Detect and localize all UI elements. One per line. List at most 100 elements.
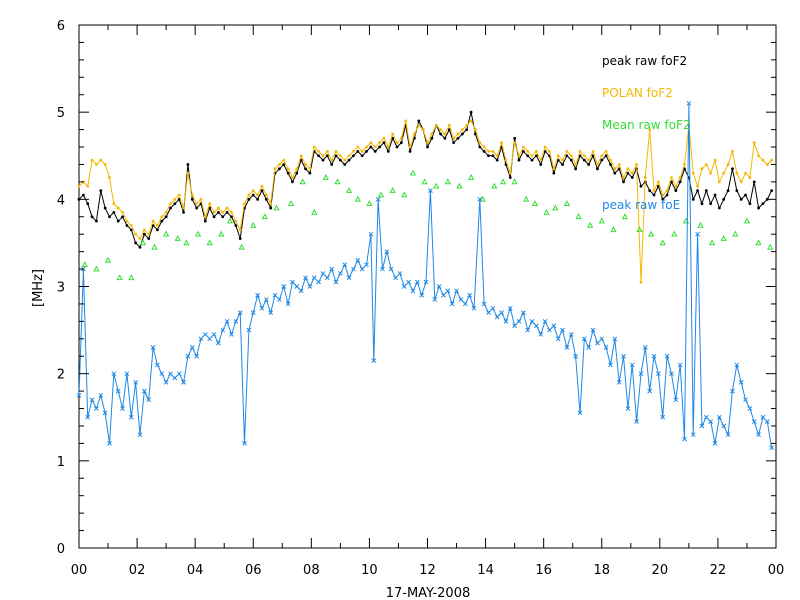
data-point xyxy=(221,211,225,214)
data-point xyxy=(264,197,268,201)
data-point xyxy=(609,163,612,166)
data-point xyxy=(360,154,364,158)
data-point xyxy=(134,232,138,236)
data-point xyxy=(125,224,129,227)
data-point xyxy=(732,230,739,237)
data-point xyxy=(721,423,727,429)
data-point xyxy=(586,221,594,228)
x-tick-label: 20 xyxy=(652,563,669,578)
data-point xyxy=(547,327,552,333)
data-point xyxy=(443,136,447,140)
data-point xyxy=(169,202,172,206)
data-point xyxy=(233,319,239,324)
data-point xyxy=(89,397,95,403)
data-point xyxy=(555,336,561,342)
data-point xyxy=(250,310,256,316)
data-point xyxy=(586,345,592,350)
data-point xyxy=(304,163,307,166)
data-point xyxy=(260,189,264,193)
data-point xyxy=(613,171,617,175)
data-point xyxy=(616,380,622,385)
data-point xyxy=(369,141,373,145)
legend-entry: Mean raw foF2 xyxy=(602,118,691,132)
data-point xyxy=(565,149,569,153)
data-point xyxy=(767,243,774,250)
data-point xyxy=(460,128,464,132)
data-point xyxy=(355,257,361,263)
data-point xyxy=(393,275,398,281)
data-point xyxy=(386,145,390,149)
data-point xyxy=(115,388,121,394)
data-point xyxy=(508,171,512,175)
x-tick-label: 14 xyxy=(477,563,494,578)
data-point xyxy=(159,371,165,377)
data-point xyxy=(539,158,543,162)
data-point xyxy=(731,149,734,153)
data-point xyxy=(725,432,731,438)
data-point xyxy=(173,202,177,206)
y-tick-label: 0 xyxy=(57,542,65,557)
data-point xyxy=(487,149,490,153)
data-point xyxy=(738,380,744,385)
data-point xyxy=(334,149,338,153)
data-point xyxy=(612,336,618,342)
data-point xyxy=(212,215,216,219)
data-point xyxy=(369,145,373,149)
data-point xyxy=(163,380,169,385)
data-point xyxy=(770,189,774,193)
data-point xyxy=(648,128,652,132)
data-point xyxy=(406,279,411,285)
data-point xyxy=(377,191,385,198)
data-point xyxy=(141,388,147,394)
data-point xyxy=(639,184,643,188)
data-point xyxy=(247,193,251,197)
data-point xyxy=(220,327,226,333)
data-point xyxy=(421,178,428,185)
data-point xyxy=(530,154,534,158)
data-point xyxy=(86,184,90,188)
data-point xyxy=(359,266,365,272)
data-point xyxy=(610,226,617,233)
data-point xyxy=(282,163,286,166)
data-point xyxy=(604,154,608,158)
data-point xyxy=(569,158,573,162)
data-point xyxy=(634,419,639,424)
data-point xyxy=(443,132,447,136)
data-point xyxy=(311,208,318,215)
data-point xyxy=(351,266,356,272)
data-point xyxy=(121,215,124,219)
data-point xyxy=(242,441,247,446)
data-point xyxy=(307,284,313,289)
data-point xyxy=(569,154,573,158)
data-point xyxy=(574,167,578,171)
data-point xyxy=(503,319,509,324)
data-point xyxy=(414,279,420,285)
data-point xyxy=(112,202,116,206)
data-point xyxy=(674,189,678,193)
data-point xyxy=(587,163,591,166)
data-point xyxy=(491,149,495,153)
data-point xyxy=(458,297,464,302)
data-point xyxy=(286,171,290,175)
data-point xyxy=(408,145,412,149)
data-point xyxy=(410,288,416,294)
data-point xyxy=(334,154,338,158)
data-point xyxy=(421,128,425,132)
data-point xyxy=(172,375,178,381)
data-point xyxy=(636,226,643,233)
data-point xyxy=(347,154,351,158)
data-point xyxy=(401,191,408,198)
data-point xyxy=(116,219,120,223)
data-point xyxy=(660,414,666,420)
data-point xyxy=(277,297,282,302)
data-point xyxy=(669,371,674,377)
data-point xyxy=(186,163,190,166)
data-point xyxy=(495,154,499,158)
x-axis-title: 17-MAY-2008 xyxy=(386,586,471,600)
data-point xyxy=(160,215,164,219)
data-point xyxy=(590,327,596,333)
data-point xyxy=(441,292,446,298)
data-point xyxy=(542,319,548,324)
